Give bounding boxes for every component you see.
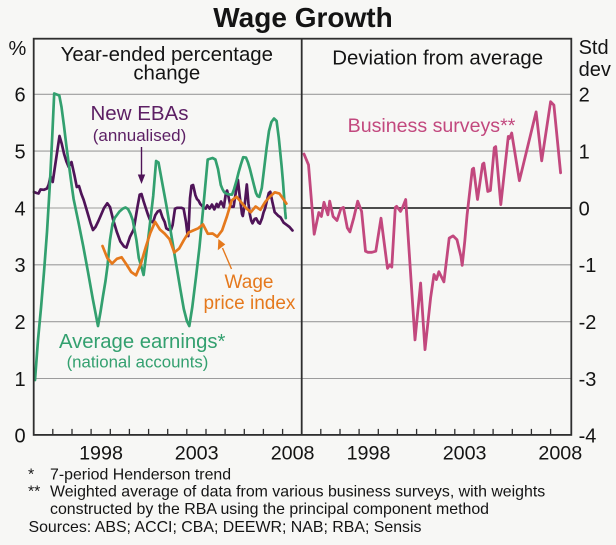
svg-text:New EBAs: New EBAs [91, 102, 189, 125]
svg-text:Wage Growth: Wage Growth [213, 2, 392, 33]
svg-text:constructed by the RBA using t: constructed by the RBA using the princip… [50, 501, 489, 518]
svg-text:price index: price index [204, 293, 296, 314]
svg-text:2003: 2003 [175, 443, 219, 465]
svg-text:-1: -1 [579, 255, 597, 277]
svg-text:Business surveys**: Business surveys** [348, 115, 516, 137]
svg-text:0: 0 [579, 198, 590, 220]
svg-text:Deviation from average: Deviation from average [332, 48, 543, 70]
svg-text:4: 4 [14, 198, 25, 220]
svg-text:Weighted average of data from: Weighted average of data from various bu… [50, 484, 545, 501]
svg-text:-3: -3 [579, 369, 597, 391]
svg-text:Wage: Wage [225, 272, 274, 293]
svg-text:2: 2 [579, 85, 590, 107]
svg-text:2003: 2003 [443, 443, 487, 465]
svg-text:(national accounts): (national accounts) [67, 352, 209, 371]
svg-text:Std: Std [579, 37, 609, 59]
svg-text:*: * [28, 466, 34, 483]
svg-text:6: 6 [14, 85, 25, 107]
svg-text:2: 2 [14, 312, 25, 334]
svg-text:%: % [9, 38, 27, 60]
svg-text:3: 3 [14, 255, 25, 277]
svg-text:(annualised): (annualised) [93, 126, 187, 145]
svg-text:1: 1 [14, 369, 25, 391]
svg-text:Sources: ABS; ACCI; CBA; DEEWR: Sources: ABS; ACCI; CBA; DEEWR; NAB; RBA… [29, 519, 422, 536]
svg-text:2008: 2008 [271, 443, 315, 465]
svg-text:0: 0 [14, 426, 25, 448]
svg-text:Average earnings*: Average earnings* [59, 331, 226, 353]
svg-text:1998: 1998 [347, 443, 391, 465]
svg-text:Year-ended percentage: Year-ended percentage [61, 44, 273, 66]
svg-text:-4: -4 [579, 426, 597, 448]
svg-text:2008: 2008 [538, 443, 582, 465]
svg-text:-2: -2 [579, 312, 597, 334]
svg-text:1: 1 [579, 141, 590, 163]
svg-text:1998: 1998 [79, 443, 123, 465]
svg-text:5: 5 [14, 141, 25, 163]
svg-text:change: change [133, 63, 200, 85]
svg-text:**: ** [28, 484, 40, 501]
svg-text:7-period Henderson trend: 7-period Henderson trend [50, 466, 231, 483]
svg-text:dev: dev [579, 59, 611, 81]
